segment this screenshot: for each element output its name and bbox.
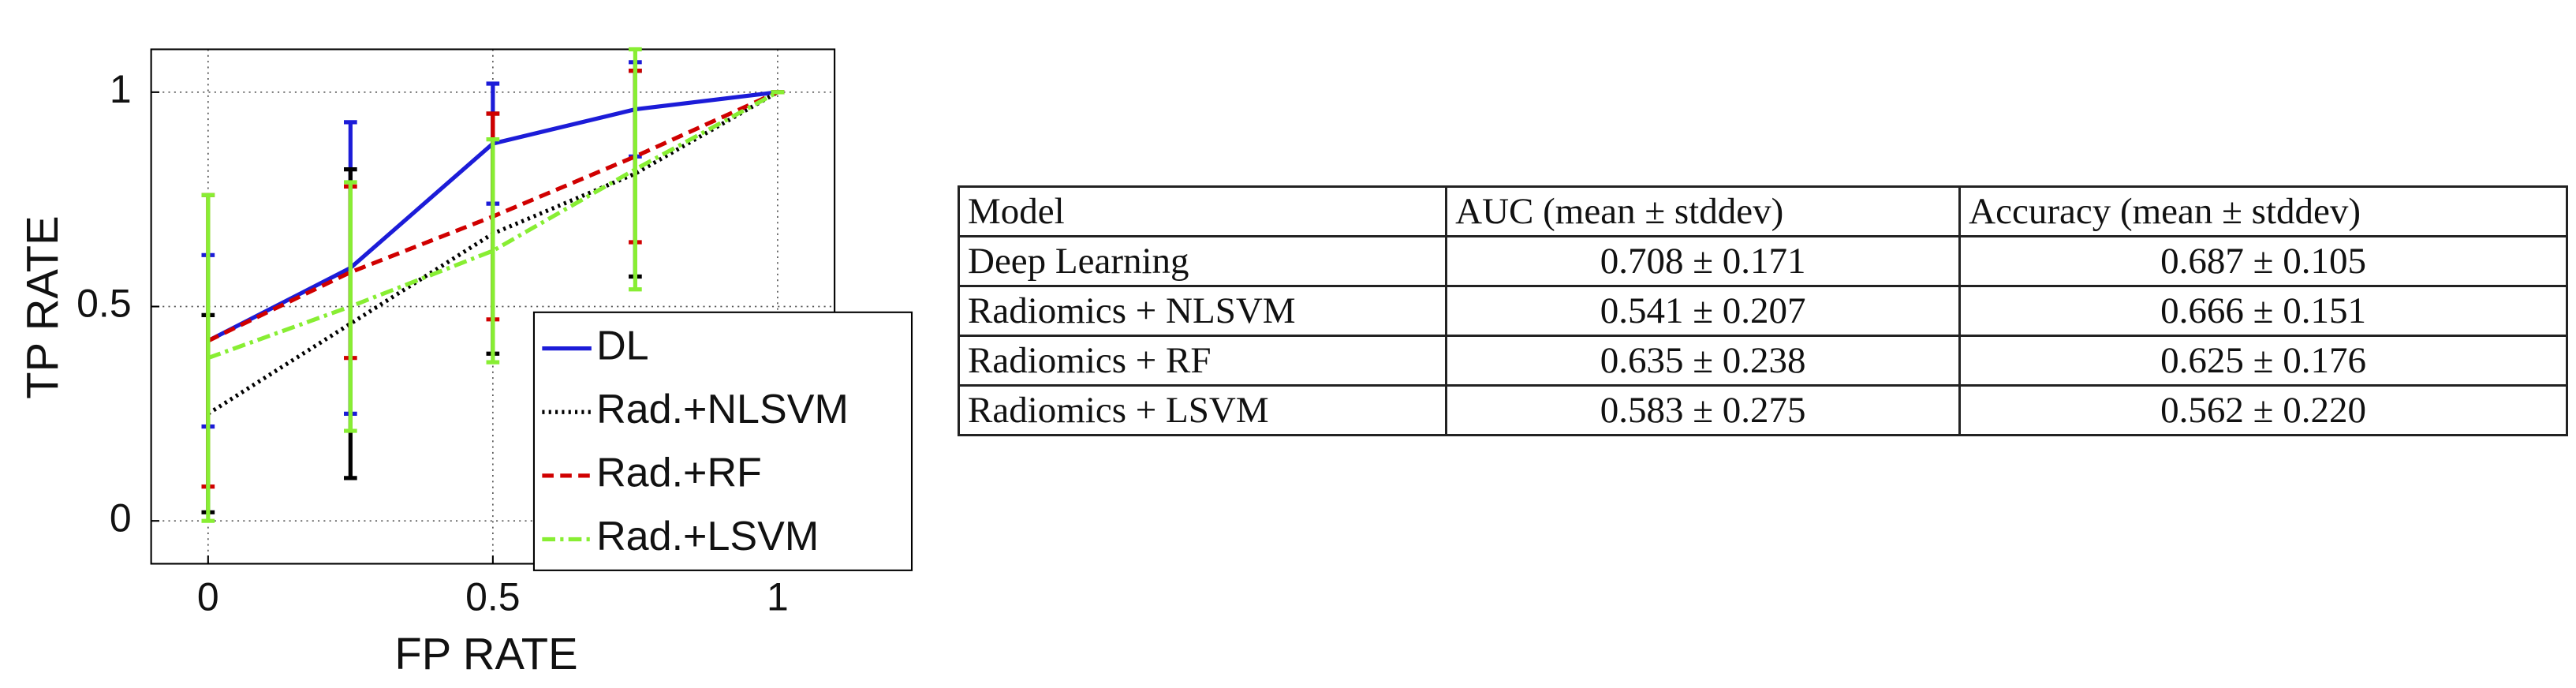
x-tick-label: 0.5: [465, 575, 520, 619]
table-header: Model AUC (mean ± stddev) Accuracy (mean…: [957, 185, 2568, 237]
cell: 0.687 ± 0.105: [1958, 235, 2568, 287]
legend-label: Rad.+LSVM: [596, 514, 819, 559]
cell: 0.562 ± 0.220: [1958, 384, 2568, 436]
cell: Radiomics + RF: [957, 335, 1448, 387]
table-row: Deep Learning 0.708 ± 0.171 0.687 ± 0.105: [957, 235, 2568, 287]
cell: Radiomics + NLSVM: [957, 285, 1448, 337]
header-cell: Accuracy (mean ± stddev): [1958, 185, 2568, 237]
cell: 0.583 ± 0.275: [1445, 384, 1962, 436]
table-row: Radiomics + NLSVM 0.541 ± 0.207 0.666 ± 0.…: [957, 285, 2568, 337]
header-cell: Model: [957, 185, 1448, 237]
y-axis-label: TP RATE: [17, 215, 67, 398]
y-tick-label: 0: [110, 495, 132, 540]
legend-label: DL: [596, 323, 649, 368]
x-tick-label: 1: [767, 575, 789, 619]
legend-label: Rad.+RF: [596, 451, 762, 496]
legend-label: Rad.+NLSVM: [596, 387, 849, 432]
y-tick-label: 0.5: [77, 282, 131, 326]
y-tick-label: 1: [110, 67, 132, 111]
results-table: Model AUC (mean ± stddev) Accuracy (mean…: [957, 185, 2568, 436]
x-tick-label: 0: [197, 575, 219, 619]
cell: 0.635 ± 0.238: [1445, 335, 1962, 387]
cell: 0.541 ± 0.207: [1445, 285, 1962, 337]
table-row: Radiomics + RF 0.635 ± 0.238 0.625 ± 0.176: [957, 335, 2568, 387]
cell: 0.666 ± 0.151: [1958, 285, 2568, 337]
table-row: Radiomics + LSVM 0.583 ± 0.275 0.562 ± 0.2…: [957, 384, 2568, 436]
header-cell: AUC (mean ± stddev): [1445, 185, 1962, 237]
legend-box: [532, 311, 913, 571]
plot-frame: [150, 48, 836, 565]
cell: Radiomics + LSVM: [957, 384, 1448, 436]
cell: Deep Learning: [957, 235, 1448, 287]
cell: 0.708 ± 0.171: [1445, 235, 1962, 287]
cell: 0.625 ± 0.176: [1958, 335, 2568, 387]
x-axis-label: FP RATE: [394, 629, 577, 679]
